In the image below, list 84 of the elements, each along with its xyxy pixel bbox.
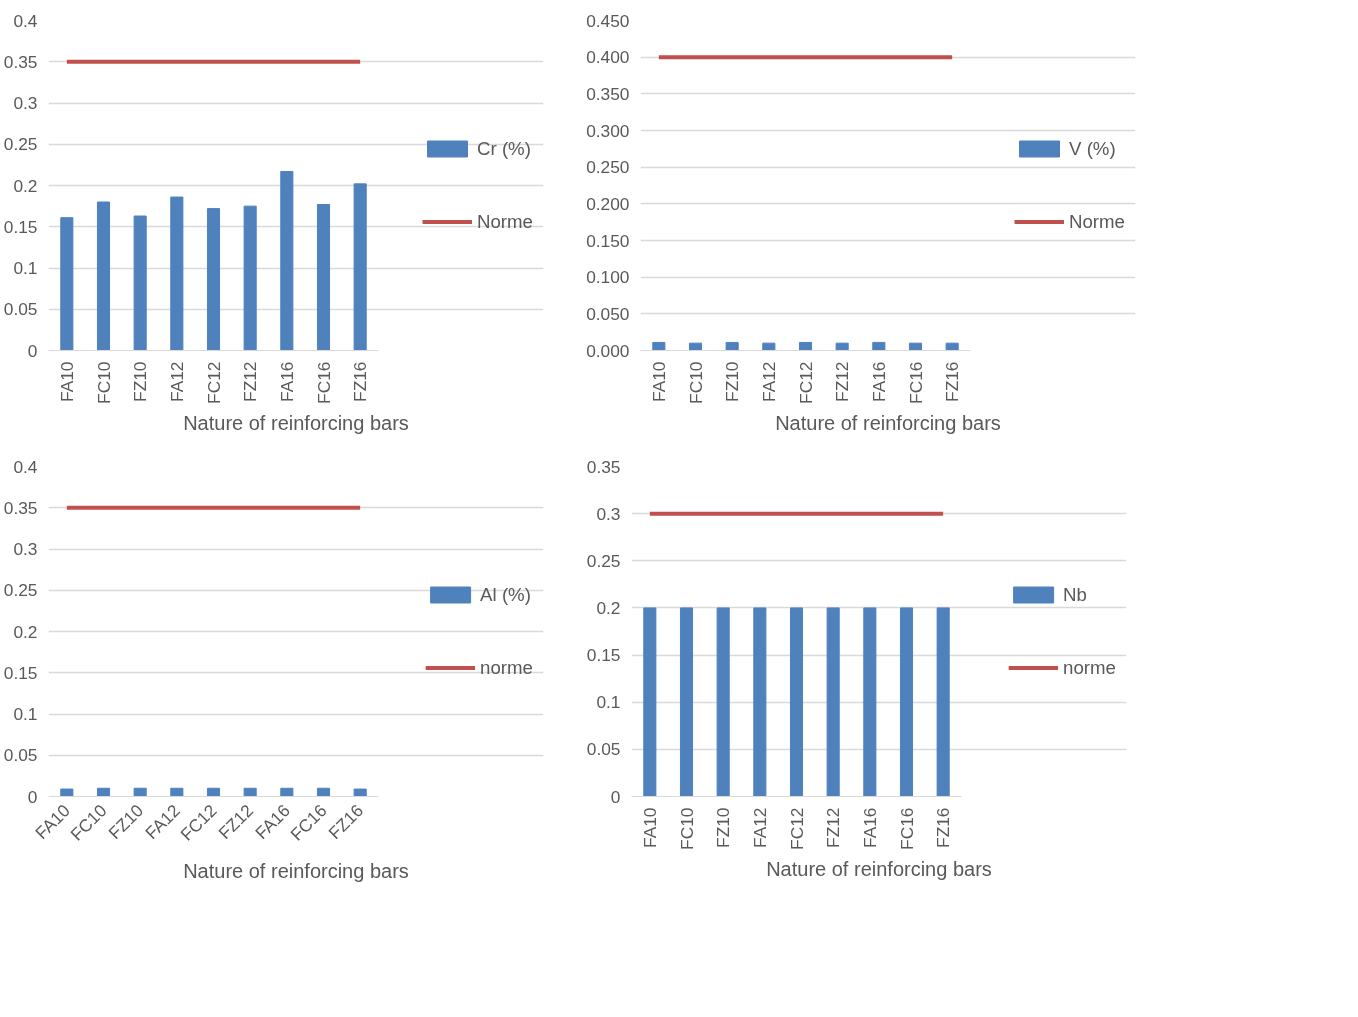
y-tick-label: 0	[27, 786, 38, 807]
y-tick-label: 0.15	[3, 216, 38, 237]
x-tick-label: FA10	[648, 361, 669, 402]
x-tick-label: FZ16	[942, 361, 963, 402]
x-axis-title: Nature of reinforcing bars	[183, 859, 409, 882]
y-tick-label: 0.25	[3, 580, 38, 601]
y-tick-label: 0.05	[3, 745, 38, 766]
bar	[206, 208, 221, 351]
y-tick-label: 0.150	[586, 230, 630, 251]
x-tick-label: FA12	[758, 361, 779, 402]
x-tick-label: FC10	[93, 361, 114, 404]
x-tick-label: FZ10	[713, 807, 734, 848]
y-tick-label: 0	[27, 340, 38, 361]
legend-label: Norme	[1069, 209, 1125, 234]
legend-label: Al (%)	[480, 582, 531, 607]
x-tick-label: FC16	[313, 361, 334, 404]
x-tick-label: FZ16	[933, 807, 954, 848]
y-tick-label: 0.25	[3, 134, 38, 155]
y-tick-label: 0.200	[586, 193, 630, 214]
x-tick-label: FA10	[639, 807, 660, 848]
y-tick-label: 0	[610, 786, 621, 807]
y-tick-label: 0.1	[13, 704, 38, 724]
x-tick-label: FC12	[203, 361, 224, 404]
y-tick-label: 0.2	[13, 175, 38, 196]
y-tick-label: 0.000	[586, 340, 630, 361]
bar	[60, 217, 74, 351]
x-tick-label: FZ10	[722, 361, 743, 402]
x-tick-label: FZ12	[832, 361, 853, 402]
y-tick-label: 0.3	[13, 539, 38, 559]
x-tick-label: FA12	[166, 361, 187, 402]
legend-label: V (%)	[1069, 136, 1116, 161]
y-tick-label: 0.4	[13, 10, 38, 31]
x-axis-title: Nature of reinforcing bars	[775, 411, 1001, 434]
x-tick-label: FA16	[868, 361, 889, 402]
y-tick-label: 0.100	[586, 267, 630, 288]
x-tick-label: FC12	[795, 361, 816, 404]
y-tick-label: 0.15	[586, 645, 621, 666]
y-tick-label: 0.1	[596, 692, 621, 713]
y-tick-label: 0.3	[13, 93, 38, 113]
y-tick-label: 0.05	[3, 299, 38, 320]
y-tick-label: 0.350	[586, 83, 630, 104]
bar	[170, 196, 184, 351]
bar	[133, 215, 147, 351]
x-axis-title: Nature of reinforcing bars	[183, 411, 409, 434]
legend-label: Norme	[477, 209, 533, 234]
y-tick-label: 0.35	[3, 497, 38, 518]
y-tick-label: 0.2	[13, 621, 38, 642]
bar	[96, 201, 111, 351]
legend-label: norme	[1063, 655, 1116, 680]
bar	[280, 170, 294, 351]
x-tick-label: FC10	[685, 361, 706, 404]
x-tick-label: FA10	[56, 361, 77, 402]
y-tick-label: 0.05	[586, 739, 621, 760]
y-tick-label: 0.15	[3, 662, 38, 683]
x-tick-label: FZ16	[350, 361, 371, 402]
legend-label: norme	[480, 655, 533, 680]
y-tick-label: 0.400	[586, 47, 630, 68]
bar	[243, 205, 257, 351]
x-tick-label: FZ12	[240, 361, 261, 402]
y-tick-label: 0.35	[586, 456, 621, 477]
x-tick-label: FC12	[786, 807, 807, 850]
x-tick-label: FA16	[859, 807, 880, 848]
bar	[316, 203, 331, 351]
y-tick-label: 0.050	[586, 303, 630, 324]
legend-label: Nb	[1063, 582, 1087, 607]
x-tick-label: FC10	[676, 807, 697, 850]
y-tick-label: 0.3	[596, 503, 621, 524]
x-axis-title: Nature of reinforcing bars	[766, 857, 992, 880]
y-tick-label: 0.2	[596, 597, 621, 618]
y-tick-label: 0.250	[586, 157, 630, 178]
bar	[353, 183, 367, 351]
x-tick-label: FZ10	[130, 361, 151, 402]
y-tick-label: 0.450	[586, 10, 630, 31]
y-tick-label: 0.4	[13, 456, 38, 477]
y-tick-label: 0.25	[586, 550, 621, 571]
x-tick-label: FC16	[896, 807, 917, 850]
legend-label: Cr (%)	[477, 136, 531, 161]
x-tick-label: FA12	[749, 807, 770, 848]
x-tick-label: FZ12	[823, 807, 844, 848]
y-tick-label: 0.1	[13, 258, 38, 278]
x-tick-label: FA16	[276, 361, 297, 402]
y-tick-label: 0.35	[3, 51, 38, 72]
y-tick-label: 0.300	[586, 120, 630, 141]
x-tick-label: FC16	[905, 361, 926, 404]
